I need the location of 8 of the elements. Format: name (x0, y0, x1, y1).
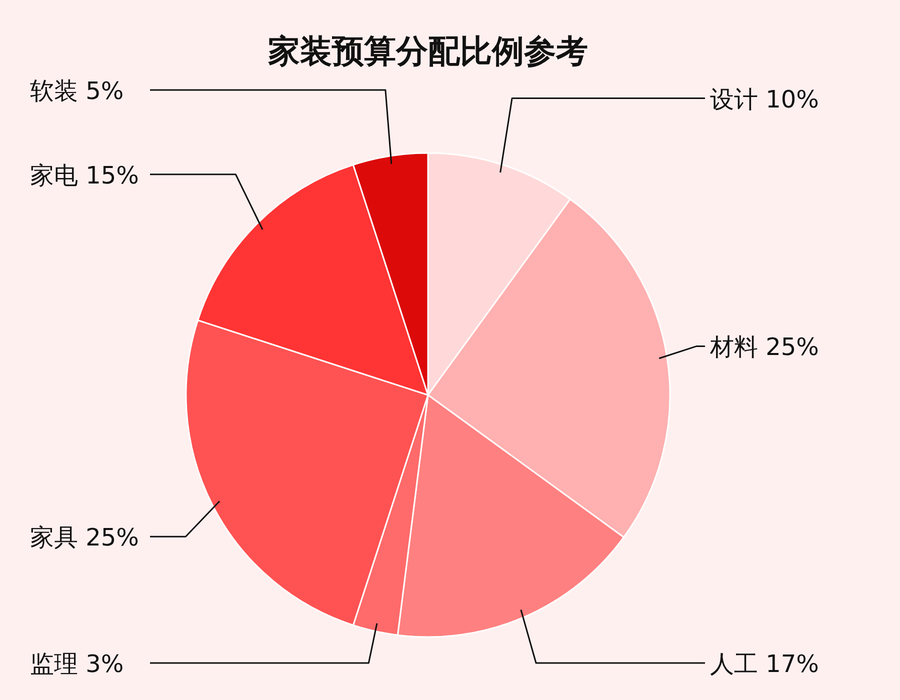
slice-label: 人工 17% (710, 650, 819, 678)
slice-label: 家具 25% (30, 524, 139, 552)
slice-label: 软装 5% (30, 77, 124, 105)
slice-label: 监理 3% (30, 650, 124, 678)
chart-title: 家装预算分配比例参考 (268, 32, 588, 70)
slice-label: 家电 15% (30, 161, 139, 190)
slice-label: 材料 25% (709, 333, 819, 362)
slice-label: 设计 10% (710, 85, 819, 114)
